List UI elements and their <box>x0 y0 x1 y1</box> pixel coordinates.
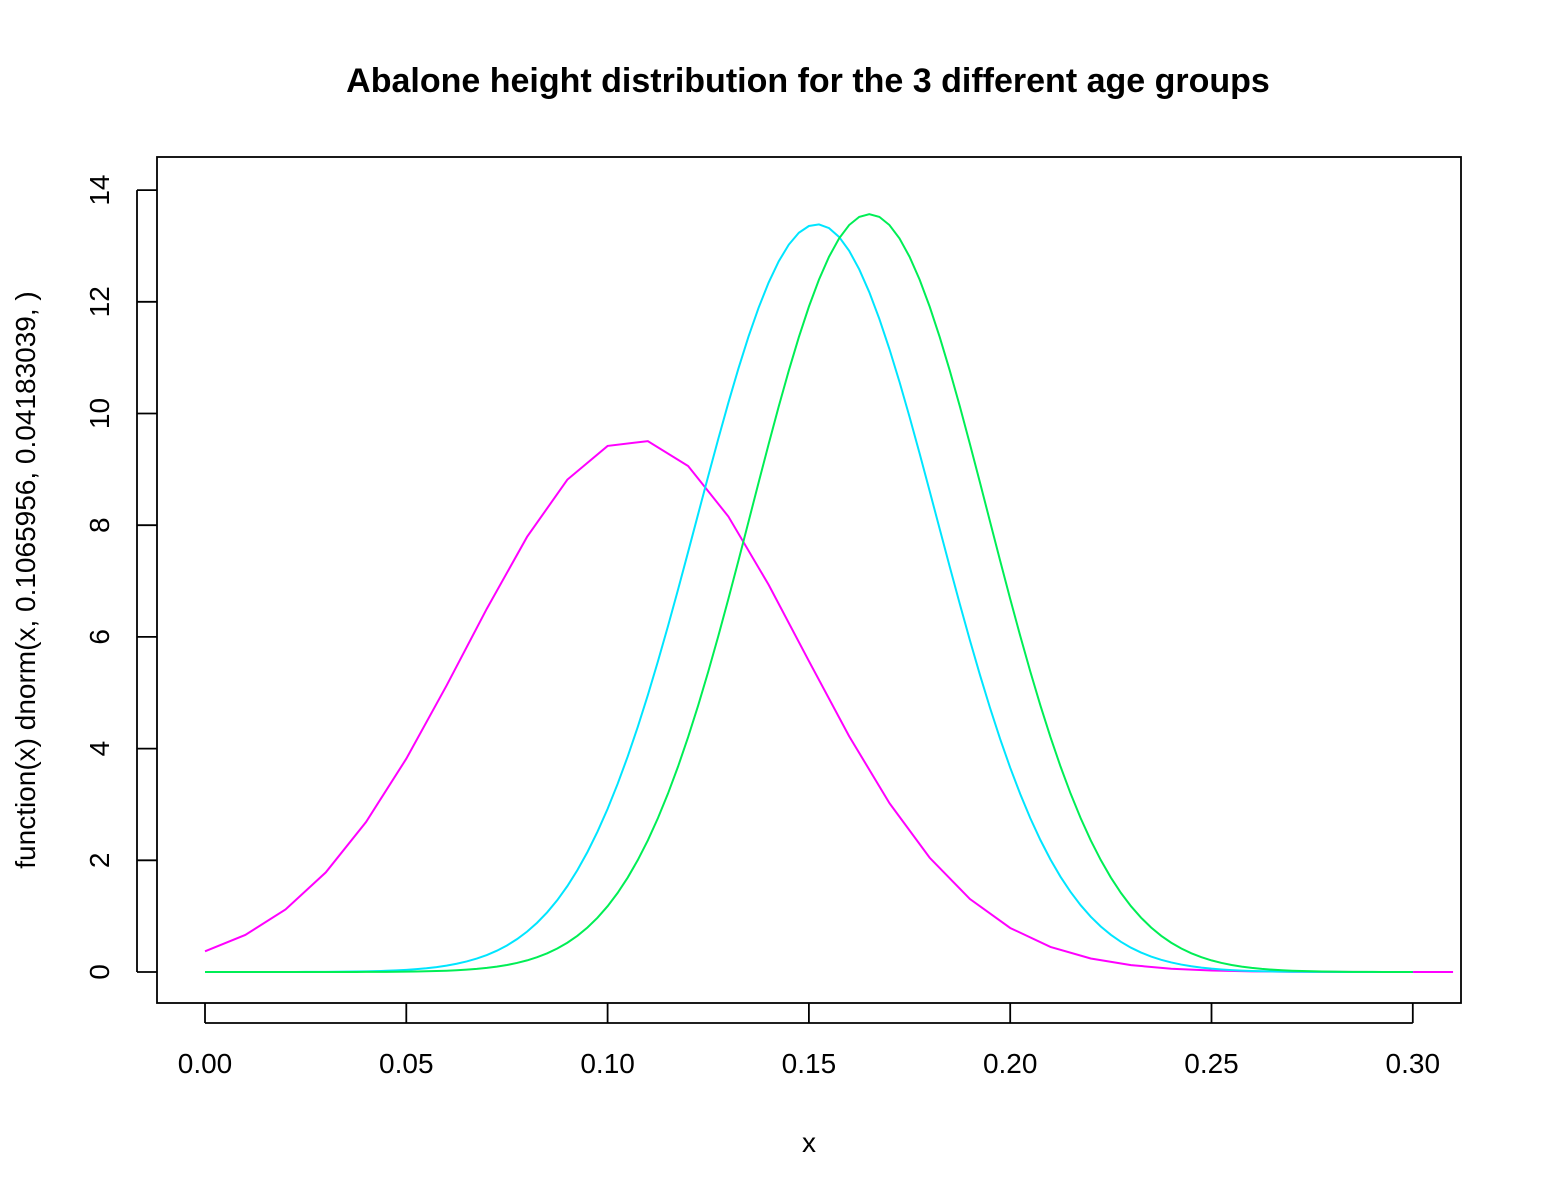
x-tick-label: 0.30 <box>1386 1048 1441 1079</box>
y-tick-label: 14 <box>84 175 115 206</box>
x-axis-label: x <box>802 1127 816 1158</box>
x-tick-label: 0.00 <box>178 1048 233 1079</box>
y-tick-label: 8 <box>84 517 115 533</box>
y-tick-label: 12 <box>84 286 115 317</box>
y-tick-label: 2 <box>84 853 115 869</box>
series-line-2 <box>205 223 1413 973</box>
x-tick-label: 0.20 <box>983 1048 1038 1079</box>
y-tick-label: 4 <box>84 741 115 757</box>
y-axis: 0 2 4 6 8 10 12 14 <box>84 175 157 980</box>
x-axis: 0.00 0.05 0.10 0.15 0.20 0.25 0.30 <box>178 1003 1440 1079</box>
y-tick-label: 10 <box>84 398 115 429</box>
series-line-3 <box>205 213 1413 973</box>
chart-title: Abalone height distribution for the 3 di… <box>346 62 1270 100</box>
x-tick-label: 0.25 <box>1184 1048 1239 1079</box>
x-tick-label: 0.05 <box>379 1048 434 1079</box>
x-tick-label: 0.15 <box>782 1048 837 1079</box>
series-line-1 <box>204 440 1454 973</box>
y-axis-label: function(x) dnorm(x, 0.1065956, 0.041830… <box>10 291 41 868</box>
y-tick-label: 0 <box>84 964 115 980</box>
y-tick-label: 6 <box>84 629 115 645</box>
series-lines <box>204 213 1454 973</box>
plot-area <box>156 156 1462 1004</box>
x-tick-label: 0.10 <box>580 1048 635 1079</box>
plot-frame <box>156 156 1462 1004</box>
